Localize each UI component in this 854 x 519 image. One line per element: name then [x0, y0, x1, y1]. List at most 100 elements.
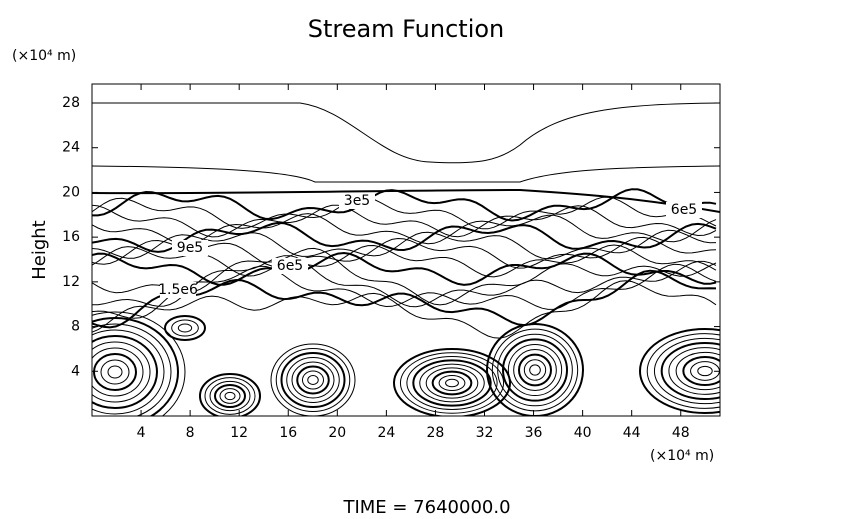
- contour-line: [438, 374, 466, 392]
- contour-line: [497, 333, 573, 407]
- contour-line: [92, 335, 158, 409]
- contour-line: [92, 188, 720, 213]
- label-backdrop: [666, 202, 702, 218]
- x-unit: (×10⁴ m): [650, 448, 714, 464]
- contour-label: 3e5: [344, 193, 370, 209]
- contour-line: [668, 347, 720, 395]
- x-tick-label: 12: [230, 425, 248, 441]
- contour-line: [92, 102, 720, 164]
- contour-line: [529, 364, 541, 376]
- contour-line: [412, 359, 492, 407]
- contour-line: [92, 269, 717, 329]
- contour-line: [92, 221, 717, 253]
- contour-line: [214, 384, 246, 408]
- footer: TIME = 7640000.0: [342, 497, 510, 518]
- plot-frame: [91, 83, 721, 417]
- x-tick-label: 16: [279, 425, 297, 441]
- contour-line: [92, 229, 717, 260]
- contour-label: 1.5e6: [158, 282, 198, 298]
- x-tick-label: 4: [137, 425, 146, 441]
- contour-line: [107, 365, 123, 379]
- y-tick-label: 4: [71, 363, 80, 379]
- contour-line: [307, 375, 319, 385]
- contour-line: [280, 352, 346, 408]
- x-tick-label: 48: [672, 425, 690, 441]
- contour-line: [219, 388, 241, 404]
- contour-line: [639, 328, 720, 414]
- contour-line: [92, 347, 144, 397]
- x-tick-label: 8: [186, 425, 195, 441]
- contour-line: [502, 338, 568, 402]
- contour-label: 6e5: [671, 202, 697, 218]
- y-tick-label: 20: [62, 184, 80, 200]
- contour-line: [92, 251, 717, 286]
- contour-line: [425, 367, 479, 399]
- contour-line: [92, 196, 717, 230]
- y-tick-label: 16: [62, 229, 80, 245]
- contour-line: [171, 319, 199, 337]
- contour-line: [445, 378, 459, 388]
- contour-line: [518, 353, 552, 387]
- contour-line: [92, 165, 720, 183]
- contour-line: [209, 380, 251, 412]
- x-tick-label: 44: [623, 425, 641, 441]
- contour-line: [646, 333, 720, 409]
- contour-line: [393, 348, 511, 416]
- contour-line: [507, 343, 563, 397]
- contour-line: [419, 363, 485, 403]
- contour-label: 9e5: [177, 240, 203, 256]
- y-unit: (×10⁴ m): [12, 48, 76, 64]
- contour-line: [406, 356, 498, 410]
- contour-line: [177, 323, 193, 333]
- contour-line: [164, 315, 206, 341]
- contour-line: [431, 370, 473, 396]
- contour-line: [92, 329, 165, 415]
- y-label: Height: [29, 220, 50, 280]
- contour-line: [486, 323, 584, 416]
- x-tick-label: 20: [328, 425, 346, 441]
- label-backdrop: [172, 240, 208, 256]
- contour-line: [523, 359, 547, 381]
- contour-line: [653, 337, 720, 405]
- y-tick-label: 24: [62, 140, 80, 156]
- contour-line: [92, 341, 151, 403]
- x-tick-label: 24: [377, 425, 395, 441]
- contour-line: [697, 365, 713, 377]
- contour-line: [92, 323, 172, 416]
- contour-label: 6e5: [277, 258, 303, 274]
- contour-line: [275, 348, 351, 412]
- y-tick-label: 8: [71, 319, 80, 335]
- contour-line: [224, 391, 236, 401]
- label-backdrop: [339, 193, 375, 209]
- y-tick-label: 12: [62, 274, 80, 290]
- contour-line: [204, 377, 256, 415]
- x-tick-label: 28: [427, 425, 445, 441]
- contour-line: [92, 280, 717, 339]
- contour-line: [92, 311, 186, 416]
- y-tick-label: 28: [62, 95, 80, 111]
- contour-field: [92, 102, 720, 416]
- contour-line: [302, 370, 324, 390]
- contour-line: [682, 356, 720, 386]
- x-tick-label: 40: [574, 425, 592, 441]
- label-backdrop: [160, 282, 196, 298]
- contour-line: [660, 342, 720, 400]
- contour-line: [199, 373, 261, 416]
- contour-line: [296, 365, 330, 395]
- contour-line: [675, 351, 720, 391]
- chart-title: Stream Function: [308, 15, 505, 43]
- contour-line: [92, 317, 179, 416]
- contour-line: [513, 349, 557, 391]
- contour-line: [286, 357, 340, 403]
- contour-line: [93, 353, 137, 391]
- contour-line: [100, 359, 130, 385]
- x-tick-label: 36: [525, 425, 543, 441]
- contour-line: [92, 204, 717, 238]
- contour-line: [270, 343, 356, 416]
- contour-line: [291, 361, 335, 399]
- x-tick-label: 32: [476, 425, 494, 441]
- contour-line: [491, 328, 579, 412]
- contour-line: [399, 352, 505, 414]
- label-backdrop: [272, 258, 308, 274]
